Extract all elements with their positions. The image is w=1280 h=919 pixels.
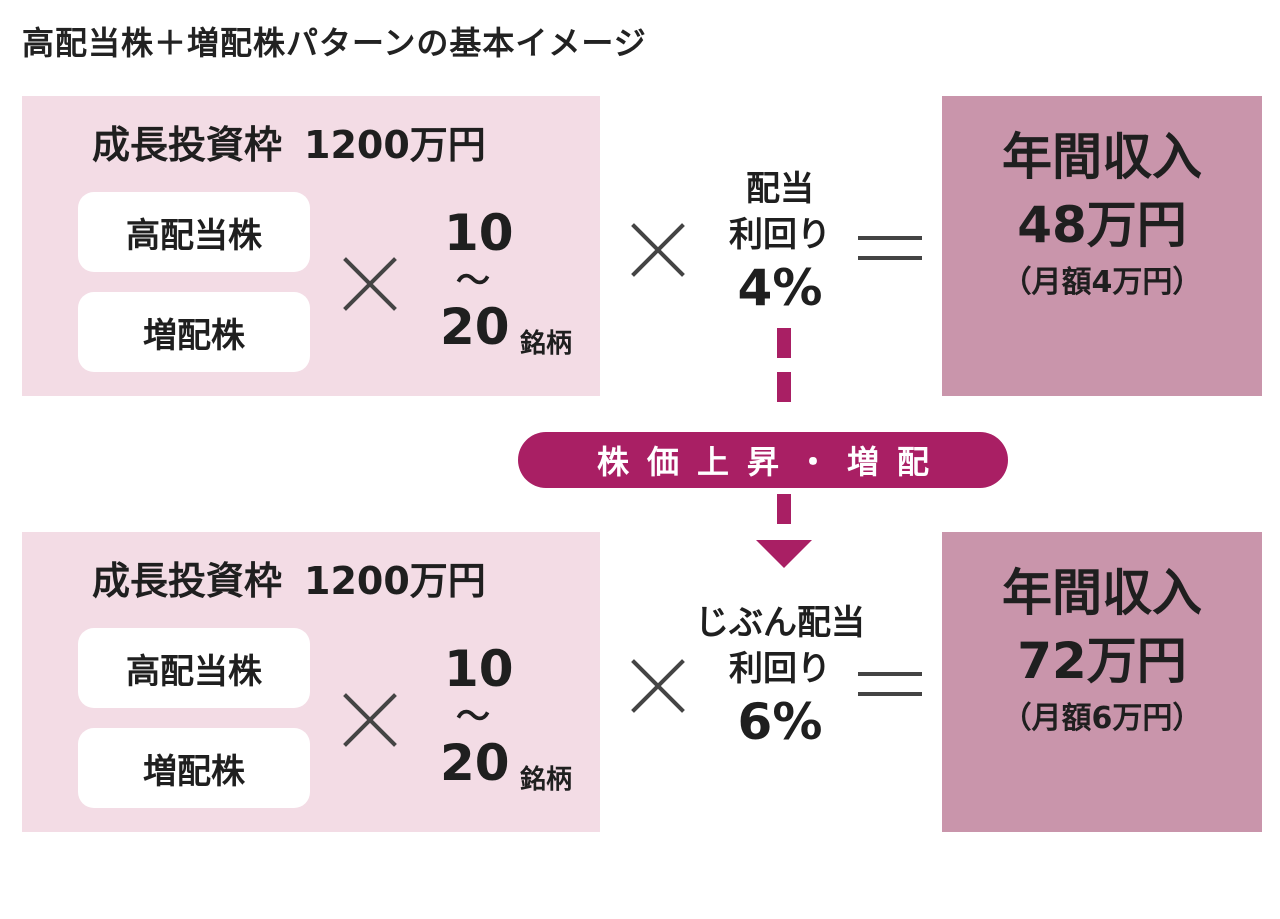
before-equals-icon (858, 236, 922, 260)
after-multiply-icon (344, 694, 396, 746)
after-result-box: 年間収入 72万円 （月額6万円） (942, 532, 1262, 832)
transition-banner: 株価上昇・増配 (518, 432, 1008, 488)
after-yield-label-2: 利回り (729, 649, 831, 689)
before-yield-label-2: 利回り (729, 215, 831, 255)
after-frame-amount: 1200万円 (304, 559, 486, 603)
after-result-annual: 72万円 (1017, 632, 1187, 690)
after-stock-type-dividend-growth: 増配株 (78, 728, 310, 808)
after-equals-icon (858, 672, 922, 696)
before-stock-type-dividend-growth: 増配株 (78, 292, 310, 372)
before-result-monthly: （月額4万円） (1001, 265, 1203, 300)
before-yield-label-1: 配当 (746, 169, 814, 209)
after-frame-heading: 成長投資枠 1200万円 (92, 550, 486, 605)
before-count-unit: 銘柄 (520, 329, 573, 359)
after-count-max: 20 (440, 734, 510, 792)
after-yield-percent: 6% (737, 693, 823, 751)
after-count-min: 10 (444, 640, 514, 698)
before-yield: 配当 利回り 4% (670, 166, 890, 318)
before-frame-label: 成長投資枠 (92, 123, 283, 167)
before-result-label: 年間収入 (1002, 128, 1202, 186)
before-stock-count: 10 ～ 20 銘柄 (440, 208, 580, 378)
before-stock-type-high-dividend: 高配当株 (78, 192, 310, 272)
before-result-annual: 48万円 (1017, 196, 1187, 254)
after-result-label: 年間収入 (1002, 564, 1202, 622)
after-result-monthly: （月額6万円） (1001, 701, 1203, 736)
after-frame-label: 成長投資枠 (92, 559, 283, 603)
before-count-min: 10 (444, 204, 514, 262)
before-frame-amount: 1200万円 (304, 123, 486, 167)
after-count-unit: 銘柄 (520, 765, 573, 795)
after-portfolio-box: 成長投資枠 1200万円 高配当株 増配株 10 ～ 20 銘柄 (22, 532, 600, 832)
after-count-separator: ～ (456, 697, 490, 737)
before-count-max: 20 (440, 298, 510, 356)
after-stock-count: 10 ～ 20 銘柄 (440, 644, 580, 814)
before-yield-percent: 4% (737, 259, 823, 317)
down-arrow-icon (756, 540, 812, 568)
before-frame-heading: 成長投資枠 1200万円 (92, 114, 486, 169)
after-stock-type-high-dividend: 高配当株 (78, 628, 310, 708)
arrow-dash (777, 494, 791, 524)
after-yield: じぶん配当 利回り 6% (670, 600, 890, 752)
after-yield-label-1: じぶん配当 (695, 603, 865, 643)
before-multiply-icon (344, 258, 396, 310)
arrow-dash (777, 372, 791, 402)
diagram-title: 高配当株＋増配株パターンの基本イメージ (22, 24, 647, 62)
before-result-box: 年間収入 48万円 （月額4万円） (942, 96, 1262, 396)
arrow-dash (777, 328, 791, 358)
before-count-separator: ～ (456, 261, 490, 301)
before-portfolio-box: 成長投資枠 1200万円 高配当株 増配株 10 ～ 20 銘柄 (22, 96, 600, 396)
